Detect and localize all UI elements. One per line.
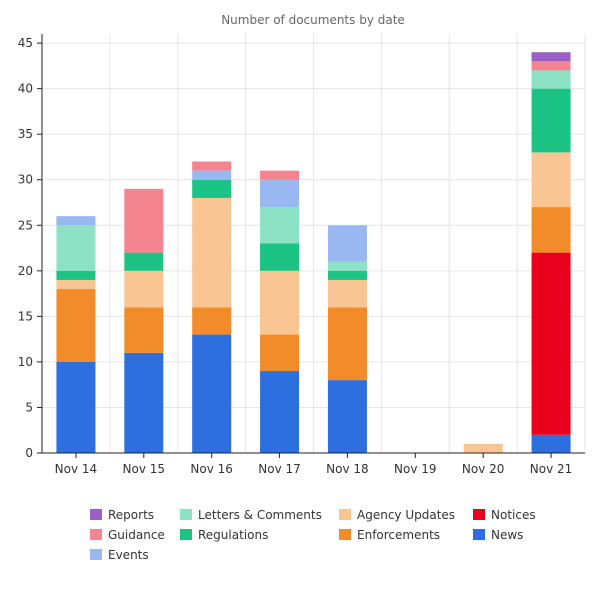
bar-segment-regulations: [192, 179, 232, 198]
legend: Reports Guidance Events Letters & Comments R…: [90, 508, 536, 562]
x-tick-label: Nov 20: [462, 462, 505, 476]
legend-item-events: Events: [90, 548, 149, 562]
legend-label: Enforcements: [357, 528, 440, 542]
bar-segment-enforcements: [192, 307, 232, 335]
bar-segment-news: [192, 334, 232, 453]
legend-swatch: [180, 509, 192, 520]
x-tick-label: Nov 21: [530, 462, 573, 476]
bar-segment-letters-comments: [327, 261, 367, 271]
legend-label: Agency Updates: [357, 508, 455, 522]
bar-segment-enforcements: [260, 334, 300, 372]
bar-segment-regulations: [260, 243, 300, 271]
bar-segment-guidance: [124, 188, 164, 253]
y-tick-label: 10: [18, 355, 33, 369]
y-tick-label: 25: [18, 218, 33, 232]
bar-segment-news: [124, 352, 164, 453]
bar-segment-enforcements: [124, 307, 164, 353]
x-tick-label: Nov 19: [394, 462, 437, 476]
bar-segment-regulations: [531, 88, 571, 153]
axes-layer: 0 5 10 15 20 25 30 35 40 45 Nov 14 Nov 15 Nov 16 Nov …: [18, 34, 585, 476]
x-tick-label: Nov 17: [258, 462, 301, 476]
bar-segment-enforcements: [56, 289, 96, 362]
legend-swatch: [473, 509, 485, 520]
bar-segment-events: [260, 179, 300, 208]
bar-segment-agency-updates: [56, 279, 96, 290]
legend-item-notices: Notices: [473, 508, 536, 522]
y-tick-label: 30: [18, 173, 33, 187]
grid-layer: [42, 34, 586, 453]
legend-item-letters-comments: Letters & Comments: [180, 508, 322, 522]
legend-item-agency-updates: Agency Updates: [339, 508, 455, 522]
bar-segment-agency-updates: [260, 270, 300, 335]
bar-segment-agency-updates: [327, 279, 367, 308]
bar-segment-news: [531, 434, 571, 453]
bar-segment-enforcements: [327, 307, 367, 381]
y-tick-label: 0: [25, 446, 33, 460]
legend-label: News: [491, 528, 523, 542]
legend-item-reports: Reports: [90, 508, 154, 522]
y-tick-label: 35: [18, 127, 33, 141]
bar-segment-agency-updates: [463, 443, 503, 453]
bar-segment-events: [327, 225, 367, 262]
bar-segment-agency-updates: [531, 152, 571, 208]
legend-item-news: News: [473, 528, 523, 542]
legend-label: Regulations: [198, 528, 268, 542]
legend-swatch: [90, 549, 102, 560]
y-tick-label: 45: [18, 36, 33, 50]
legend-label: Guidance: [108, 528, 165, 542]
legend-label: Reports: [108, 508, 154, 522]
legend-swatch: [180, 529, 192, 540]
bar-segment-regulations: [124, 252, 164, 271]
bar-segment-regulations: [56, 270, 96, 280]
bar-segment-notices: [531, 252, 571, 435]
legend-swatch: [90, 509, 102, 520]
x-tick-label: Nov 15: [123, 462, 166, 476]
legend-item-enforcements: Enforcements: [339, 528, 440, 542]
bar-segment-letters-comments: [531, 70, 571, 89]
legend-swatch: [90, 529, 102, 540]
bar-segment-guidance: [192, 161, 232, 171]
x-tick-label: Nov 16: [190, 462, 233, 476]
bar-segment-agency-updates: [124, 270, 164, 308]
x-tick-label: Nov 14: [55, 462, 98, 476]
legend-item-guidance: Guidance: [90, 528, 165, 542]
legend-label: Notices: [491, 508, 536, 522]
y-tick-label: 15: [18, 309, 33, 323]
bar-segment-agency-updates: [192, 197, 232, 308]
legend-item-regulations: Regulations: [180, 528, 268, 542]
bar-segment-letters-comments: [260, 207, 300, 244]
bar-segment-news: [327, 380, 367, 453]
legend-swatch: [339, 509, 351, 520]
y-tick-label: 40: [18, 82, 33, 96]
legend-swatch: [473, 529, 485, 540]
legend-label: Events: [108, 548, 149, 562]
bar-segment-news: [56, 361, 96, 453]
bar-segment-regulations: [327, 270, 367, 280]
bar-segment-guidance: [260, 170, 300, 180]
bar-segment-news: [260, 371, 300, 453]
bar-segment-guidance: [531, 61, 571, 71]
bar-segment-events: [192, 170, 232, 180]
y-tick-label: 5: [25, 400, 33, 414]
legend-label: Letters & Comments: [198, 508, 322, 522]
bar-segment-events: [56, 216, 96, 226]
bar-segment-letters-comments: [56, 225, 96, 271]
bars-layer: [56, 52, 571, 453]
legend-swatch: [339, 529, 351, 540]
chart-title: Number of documents by date: [221, 13, 405, 27]
bar-segment-reports: [531, 52, 571, 62]
x-tick-label: Nov 18: [326, 462, 369, 476]
y-tick-label: 20: [18, 264, 33, 278]
bar-segment-enforcements: [531, 207, 571, 253]
